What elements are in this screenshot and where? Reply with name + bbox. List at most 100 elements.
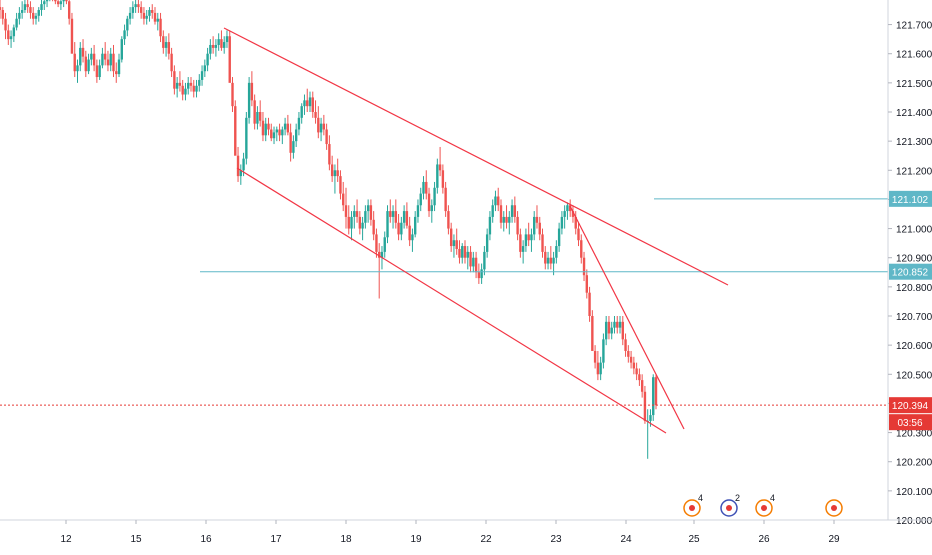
candle-body	[616, 321, 619, 328]
price-tick-label: 121.300	[896, 137, 932, 148]
candle-body	[571, 211, 575, 217]
candle-body	[306, 100, 309, 107]
candle-body	[297, 117, 301, 130]
candle-body	[527, 234, 530, 241]
candle-body	[413, 216, 417, 235]
level-price-label: 120.852	[892, 268, 929, 279]
candle-body	[533, 216, 536, 235]
candle-body	[472, 257, 475, 267]
candle-body	[491, 205, 494, 217]
candle-body	[250, 82, 254, 101]
event-marker-dot	[689, 505, 695, 511]
drawing-lines[interactable]	[0, 27, 888, 434]
candle-body	[170, 53, 173, 72]
candle-body	[483, 251, 486, 270]
time-tick-label: 15	[130, 534, 142, 545]
candle-body	[466, 251, 469, 258]
candle-body	[444, 187, 447, 212]
candle-body	[328, 144, 331, 165]
time-axis[interactable]: 12 15 16 17 18 19 22 23 24 25 26 29	[0, 519, 932, 545]
candle-body	[599, 362, 602, 375]
candle-body	[137, 4, 140, 8]
candle-body	[223, 42, 226, 48]
candle-body	[117, 59, 121, 75]
candle-body	[552, 257, 555, 264]
candle-body	[638, 374, 641, 381]
candle-body	[245, 117, 248, 159]
event-markers[interactable]: 4 2 4	[683, 493, 843, 517]
candle-body	[92, 53, 96, 66]
price-axis[interactable]: 121.700 121.600 121.500 121.400 121.300 121.2…	[887, 0, 932, 527]
candle-body	[231, 82, 234, 107]
event-count: 2	[735, 493, 740, 503]
candle-body	[347, 216, 350, 229]
price-tick-label: 120.800	[896, 283, 932, 294]
price-tick-label: 120.700	[896, 312, 932, 323]
candle-body	[286, 123, 290, 133]
candle-body	[23, 4, 27, 10]
candle-body	[228, 36, 231, 83]
level-price-badge	[889, 263, 932, 280]
steep-trendline[interactable]	[569, 205, 685, 430]
candle-body	[225, 36, 229, 43]
candle-body	[355, 211, 359, 217]
candle-body	[610, 327, 613, 334]
time-tick-label: 16	[200, 534, 212, 545]
candle-body	[128, 12, 132, 19]
candle-body	[632, 362, 636, 369]
candle-body	[380, 251, 384, 258]
candle-body	[430, 205, 433, 212]
price-tick-label: 120.200	[896, 458, 932, 469]
candle-body	[438, 164, 442, 171]
candle-body	[568, 205, 572, 212]
time-tick-label: 17	[270, 534, 282, 545]
candle-body	[200, 71, 204, 80]
candle-body	[596, 362, 600, 375]
upper-channel-line[interactable]	[223, 27, 729, 286]
candle-body	[43, 1, 46, 5]
candle-body	[256, 112, 259, 124]
candle-body	[156, 18, 159, 22]
event-count: 4	[698, 493, 703, 503]
candle-body	[425, 181, 428, 194]
candle-body	[258, 112, 262, 121]
candle-body	[505, 216, 508, 223]
candle-body	[436, 164, 439, 188]
candle-body	[29, 7, 32, 13]
candle-body	[544, 251, 547, 264]
candle-body	[26, 4, 29, 8]
candle-body	[643, 391, 647, 421]
candle-body	[12, 27, 16, 37]
candle-body	[640, 380, 644, 392]
candle-body	[303, 100, 306, 107]
candle-body	[325, 129, 328, 145]
candle-body	[178, 82, 182, 86]
candle-body	[195, 85, 198, 92]
lower-channel-line[interactable]	[236, 167, 667, 434]
candle-body	[267, 123, 270, 130]
candle-body	[607, 321, 611, 334]
candle-body	[242, 158, 245, 171]
candle-body	[521, 246, 525, 252]
candle-body	[15, 18, 18, 28]
candle-body	[84, 56, 88, 72]
candle-body	[613, 321, 616, 328]
candle-body	[397, 222, 400, 235]
candle-body	[319, 123, 323, 133]
candle-body	[378, 251, 381, 258]
candle-body	[618, 321, 622, 328]
candle-body	[253, 100, 256, 124]
candle-body	[555, 246, 558, 258]
candle-body	[344, 205, 348, 217]
candle-body	[510, 205, 514, 217]
candle-body	[70, 18, 74, 54]
candle-body	[272, 132, 276, 139]
candle-body	[427, 193, 431, 212]
price-tick-label: 120.000	[896, 516, 932, 527]
candle-body	[458, 248, 461, 258]
candle-body	[538, 222, 541, 235]
candle-body	[189, 82, 193, 86]
candle-body	[447, 211, 450, 229]
